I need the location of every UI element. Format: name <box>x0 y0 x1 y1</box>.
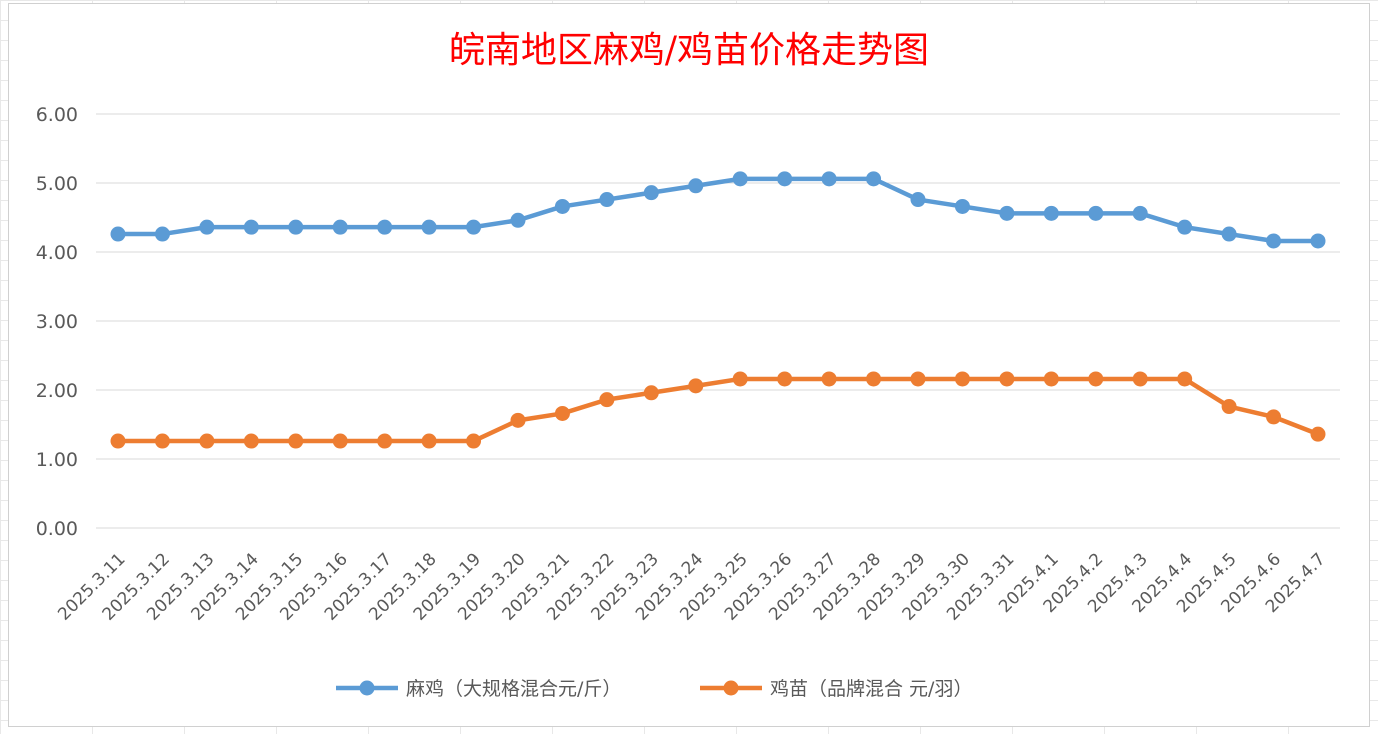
data-point[interactable] <box>288 433 304 449</box>
data-point[interactable] <box>866 171 882 187</box>
data-point[interactable] <box>466 219 482 235</box>
legend-item-2[interactable]: 鸡苗（品牌混合 元/羽） <box>700 678 972 700</box>
chart-title: 皖南地区麻鸡/鸡苗价格走势图 <box>449 30 929 71</box>
data-point[interactable] <box>732 171 748 187</box>
legend-marker <box>723 680 739 696</box>
data-point[interactable] <box>1221 399 1237 415</box>
data-point[interactable] <box>1043 205 1059 221</box>
data-point[interactable] <box>1310 233 1326 249</box>
y-tick-label: 5.00 <box>36 173 78 195</box>
data-point[interactable] <box>688 178 704 194</box>
data-point[interactable] <box>377 219 393 235</box>
chart-frame[interactable] <box>8 3 1370 727</box>
data-point[interactable] <box>554 198 570 214</box>
data-point[interactable] <box>1088 205 1104 221</box>
data-point[interactable] <box>688 378 704 394</box>
data-point[interactable] <box>599 192 615 208</box>
data-point[interactable] <box>732 371 748 387</box>
data-point[interactable] <box>199 433 215 449</box>
data-point[interactable] <box>643 185 659 201</box>
legend[interactable]: 麻鸡（大规格混合元/斤） 鸡苗（品牌混合 元/羽） <box>336 678 972 700</box>
data-point[interactable] <box>243 433 259 449</box>
data-point[interactable] <box>288 219 304 235</box>
data-point[interactable] <box>554 405 570 421</box>
series-1 <box>110 171 1326 249</box>
data-point[interactable] <box>1177 371 1193 387</box>
data-point[interactable] <box>110 433 126 449</box>
data-point[interactable] <box>999 371 1015 387</box>
series-line <box>115 176 1321 244</box>
data-point[interactable] <box>421 433 437 449</box>
data-point[interactable] <box>1132 205 1148 221</box>
data-point[interactable] <box>243 219 259 235</box>
series-2 <box>110 371 1326 449</box>
data-point[interactable] <box>1043 371 1059 387</box>
data-point[interactable] <box>510 412 526 428</box>
data-point[interactable] <box>199 219 215 235</box>
data-point[interactable] <box>1177 219 1193 235</box>
series-group <box>110 171 1326 449</box>
data-point[interactable] <box>510 212 526 228</box>
data-point[interactable] <box>866 371 882 387</box>
series-line <box>115 376 1321 444</box>
y-tick-label: 3.00 <box>36 311 78 333</box>
data-point[interactable] <box>999 205 1015 221</box>
x-axis: 2025.3.112025.3.122025.3.132025.3.142025… <box>54 549 1329 624</box>
data-point[interactable] <box>154 226 170 242</box>
data-point[interactable] <box>821 371 837 387</box>
legend-item-1[interactable]: 麻鸡（大规格混合元/斤） <box>336 678 621 700</box>
legend-label: 麻鸡（大规格混合元/斤） <box>406 678 621 700</box>
data-point[interactable] <box>777 371 793 387</box>
legend-label: 鸡苗（品牌混合 元/羽） <box>770 678 972 700</box>
data-point[interactable] <box>777 171 793 187</box>
y-tick-label: 6.00 <box>36 104 78 126</box>
y-axis: 0.00 1.00 2.00 3.00 4.00 5.00 6.00 <box>36 104 78 540</box>
y-tick-label: 0.00 <box>36 518 78 540</box>
legend-marker <box>359 680 375 696</box>
data-point[interactable] <box>643 385 659 401</box>
data-point[interactable] <box>154 433 170 449</box>
data-point[interactable] <box>110 226 126 242</box>
data-point[interactable] <box>332 219 348 235</box>
data-point[interactable] <box>332 433 348 449</box>
data-point[interactable] <box>466 433 482 449</box>
y-tick-label: 2.00 <box>36 380 78 402</box>
data-point[interactable] <box>421 219 437 235</box>
y-tick-label: 1.00 <box>36 449 78 471</box>
data-point[interactable] <box>1266 409 1282 425</box>
data-point[interactable] <box>821 171 837 187</box>
data-point[interactable] <box>599 392 615 408</box>
data-point[interactable] <box>954 371 970 387</box>
y-tick-label: 4.00 <box>36 242 78 264</box>
data-point[interactable] <box>910 371 926 387</box>
data-point[interactable] <box>1266 233 1282 249</box>
data-point[interactable] <box>1132 371 1148 387</box>
gridlines <box>96 113 1340 529</box>
data-point[interactable] <box>954 198 970 214</box>
data-point[interactable] <box>377 433 393 449</box>
data-point[interactable] <box>1310 426 1326 442</box>
data-point[interactable] <box>910 192 926 208</box>
data-point[interactable] <box>1221 226 1237 242</box>
data-point[interactable] <box>1088 371 1104 387</box>
